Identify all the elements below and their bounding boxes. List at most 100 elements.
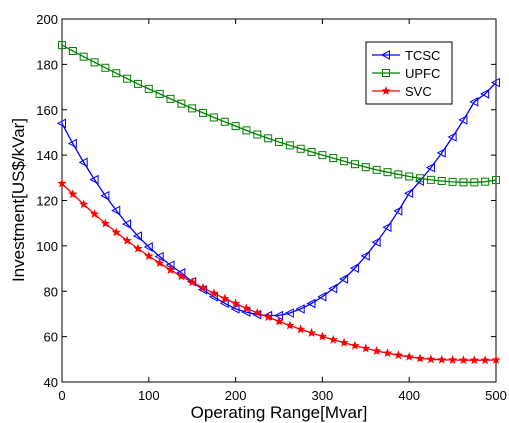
data-point-upfc bbox=[220, 117, 229, 126]
legend-marker-upfc bbox=[382, 69, 390, 77]
data-point-svc bbox=[426, 354, 436, 364]
data-point-tcsc bbox=[393, 206, 403, 216]
data-point-svc bbox=[57, 178, 67, 188]
data-point-svc bbox=[350, 340, 360, 350]
x-axis-label: Operating Range[Mvar] bbox=[191, 403, 368, 422]
data-point-svc bbox=[480, 355, 490, 365]
data-point-tcsc bbox=[132, 231, 142, 241]
y-tick-label: 60 bbox=[44, 330, 58, 345]
x-axis: 0 100 200 300 400 500 bbox=[58, 19, 507, 403]
data-point-upfc bbox=[307, 147, 316, 156]
data-point-upfc bbox=[112, 69, 121, 78]
data-point-svc bbox=[285, 320, 295, 330]
data-point-svc bbox=[230, 298, 241, 308]
data-point-upfc bbox=[296, 144, 305, 153]
data-point-upfc bbox=[199, 108, 208, 117]
data-point-tcsc bbox=[100, 190, 110, 201]
data-point-upfc bbox=[285, 141, 294, 150]
data-point-upfc bbox=[90, 58, 99, 67]
data-point-upfc bbox=[188, 104, 197, 113]
data-point-svc bbox=[122, 235, 132, 245]
data-point-tcsc bbox=[425, 162, 435, 173]
data-point-tcsc bbox=[78, 157, 88, 168]
series-layer bbox=[56, 41, 501, 365]
data-point-upfc bbox=[231, 122, 240, 131]
legend: TCSC UPFC SVC bbox=[365, 41, 453, 105]
data-point-upfc bbox=[79, 52, 88, 61]
data-point-upfc bbox=[133, 79, 142, 88]
data-point-svc bbox=[328, 334, 338, 344]
data-point-tcsc bbox=[230, 304, 240, 314]
data-point-upfc bbox=[101, 63, 110, 72]
data-point-svc bbox=[491, 355, 501, 364]
data-point-upfc bbox=[394, 170, 403, 179]
data-point-upfc bbox=[209, 113, 218, 122]
data-point-upfc bbox=[253, 130, 262, 139]
data-point-upfc bbox=[329, 154, 338, 163]
data-point-upfc bbox=[177, 99, 186, 108]
data-point-upfc bbox=[340, 157, 349, 166]
data-point-tcsc bbox=[89, 174, 99, 185]
data-point-svc bbox=[382, 348, 393, 358]
data-point-upfc bbox=[275, 137, 283, 146]
legend-box bbox=[365, 41, 453, 105]
data-point-svc bbox=[252, 307, 262, 317]
data-point-upfc bbox=[58, 41, 66, 50]
data-point-svc bbox=[198, 282, 208, 292]
data-point-upfc bbox=[416, 174, 425, 183]
data-point-tcsc bbox=[67, 138, 77, 149]
data-point-upfc bbox=[350, 160, 359, 169]
data-point-upfc bbox=[492, 176, 500, 185]
data-point-upfc bbox=[155, 89, 164, 98]
data-point-tcsc bbox=[339, 274, 349, 284]
data-point-svc bbox=[404, 351, 414, 361]
data-point-tcsc bbox=[56, 118, 66, 129]
data-point-tcsc bbox=[404, 188, 414, 199]
data-point-svc bbox=[361, 343, 371, 353]
data-point-tcsc bbox=[469, 96, 479, 107]
data-point-upfc bbox=[372, 165, 381, 174]
data-point-svc bbox=[274, 316, 284, 326]
data-point-svc bbox=[241, 303, 252, 313]
data-point-tcsc bbox=[382, 222, 392, 233]
legend-marker-tcsc bbox=[380, 50, 390, 60]
data-point-svc bbox=[111, 227, 121, 237]
data-point-svc bbox=[371, 345, 382, 355]
y-tick-label: 180 bbox=[36, 57, 58, 72]
data-point-tcsc bbox=[349, 263, 359, 273]
data-point-svc bbox=[133, 243, 143, 253]
data-point-svc bbox=[89, 209, 100, 219]
data-point-upfc bbox=[470, 178, 479, 187]
data-point-tcsc bbox=[284, 308, 294, 318]
legend-label-svc: SVC bbox=[405, 84, 432, 99]
data-point-svc bbox=[339, 337, 349, 347]
data-point-svc bbox=[458, 355, 469, 365]
x-tick-label: 200 bbox=[225, 388, 247, 403]
data-point-upfc bbox=[405, 172, 414, 181]
data-point-upfc bbox=[123, 74, 132, 83]
data-point-upfc bbox=[437, 176, 446, 185]
data-point-svc bbox=[437, 354, 447, 364]
data-point-tcsc bbox=[447, 132, 457, 142]
data-point-tcsc bbox=[295, 304, 305, 314]
data-point-upfc bbox=[242, 126, 251, 135]
data-point-svc bbox=[100, 218, 111, 228]
data-point-upfc bbox=[448, 177, 457, 186]
y-tick-label: 120 bbox=[36, 194, 58, 209]
data-point-tcsc bbox=[371, 237, 381, 248]
data-point-upfc bbox=[426, 175, 435, 184]
data-point-svc bbox=[415, 353, 425, 363]
series-upfc bbox=[58, 41, 500, 187]
data-point-tcsc bbox=[219, 298, 229, 309]
data-point-upfc bbox=[361, 163, 370, 172]
data-point-tcsc bbox=[317, 291, 327, 302]
data-point-svc bbox=[144, 251, 154, 261]
data-point-svc bbox=[447, 355, 458, 364]
data-point-svc bbox=[317, 331, 328, 341]
data-point-svc bbox=[306, 328, 317, 337]
data-point-svc bbox=[296, 324, 306, 334]
data-point-upfc bbox=[264, 134, 273, 143]
x-tick-label: 400 bbox=[398, 388, 420, 403]
data-point-upfc bbox=[481, 177, 490, 186]
data-point-tcsc bbox=[490, 77, 500, 88]
